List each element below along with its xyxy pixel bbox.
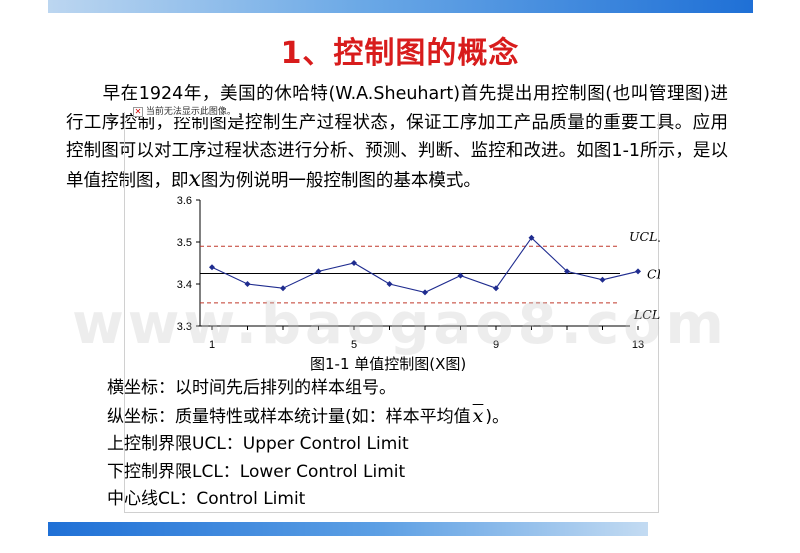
data-points xyxy=(209,234,641,296)
broken-image-icon: ✕ xyxy=(133,106,143,117)
intro-paragraph: 早在1924年，美国的休哈特(W.A.Sheuhart)首先提出用控制图(也叫管… xyxy=(66,80,728,195)
lcl-label: LCL下控制界限 xyxy=(633,307,660,322)
data-point xyxy=(280,285,286,292)
data-point xyxy=(315,268,322,275)
bottom-accent-bar xyxy=(48,522,648,536)
x-symbol: x xyxy=(188,166,201,192)
data-point xyxy=(209,264,215,271)
data-point xyxy=(244,281,251,287)
y-tick-label: 3.3 xyxy=(177,321,192,333)
data-point xyxy=(457,272,464,279)
y-axis-definition: 纵坐标：质量特性或样本统计量(如：样本平均值 x)。 xyxy=(107,403,509,432)
ucl-label: UCL上控制界限 xyxy=(629,229,660,244)
definitions-list: 横坐标：以时间先后排列的样本组号。 纵坐标：质量特性或样本统计量(如：样本平均值… xyxy=(107,375,509,514)
slide-title: 1、控制图的概念 xyxy=(280,36,520,71)
y-tick-label: 3.4 xyxy=(177,279,192,291)
cl-symbol: CL xyxy=(647,267,660,282)
x-tick-label: 9 xyxy=(493,339,499,351)
y-tick-label: 3.5 xyxy=(177,237,192,249)
x-tick-label: 13 xyxy=(632,339,644,351)
top-accent-bar xyxy=(48,0,753,13)
paragraph-text-2: 图为例说明一般控制图的基本模式。 xyxy=(200,170,481,191)
ucl-symbol: UCL xyxy=(629,229,657,244)
data-point xyxy=(422,289,428,296)
y-axis-text-2: )。 xyxy=(485,406,509,427)
y-axis-text-1: 纵坐标：质量特性或样本统计量(如：样本平均值 xyxy=(107,406,471,427)
lcl-symbol: LCL xyxy=(633,307,660,322)
cl-definition: 中心线CL：Control Limit xyxy=(107,489,306,509)
data-point xyxy=(564,268,570,275)
data-point xyxy=(351,260,357,266)
data-point xyxy=(599,276,606,283)
ucl-definition: 上控制界限UCL：Upper Control Limit xyxy=(107,434,409,454)
x-tick-labels: 1 5 9 13 xyxy=(209,326,644,351)
y-tick-label: 3.6 xyxy=(177,195,192,207)
x-tick-label: 1 xyxy=(209,339,215,351)
paragraph-text-1: 早在1924年，美国的休哈特(W.A.Sheuhart)首先提出用控制图(也叫管… xyxy=(66,84,728,191)
data-point xyxy=(386,281,393,287)
broken-image-text: 当前无法显示此图像。 xyxy=(145,107,236,117)
data-point xyxy=(528,234,535,241)
ucl-label-text: 上控制界限 xyxy=(657,230,660,244)
data-point xyxy=(635,268,641,275)
figure-caption: 图1-1 单值控制图(X图) xyxy=(310,355,467,373)
x-tick-label: 5 xyxy=(351,339,357,351)
lcl-definition: 下控制界限LCL：Lower Control Limit xyxy=(107,461,406,482)
y-tick-labels: 3.3 3.4 3.5 3.6 xyxy=(177,195,200,333)
control-chart: 3.3 3.4 3.5 3.6 1 5 9 13 UCL上控制界限 CL中心值 LCL下控制… xyxy=(177,195,660,351)
cl-label: CL中心值 xyxy=(647,267,660,282)
x-axis-definition: 横坐标：以时间先后排列的样本组号。 xyxy=(107,378,396,398)
broken-image-placeholder: ✕ 当前无法显示此图像。 xyxy=(133,104,239,117)
data-point xyxy=(493,285,499,292)
xbar-symbol: x xyxy=(472,404,484,427)
